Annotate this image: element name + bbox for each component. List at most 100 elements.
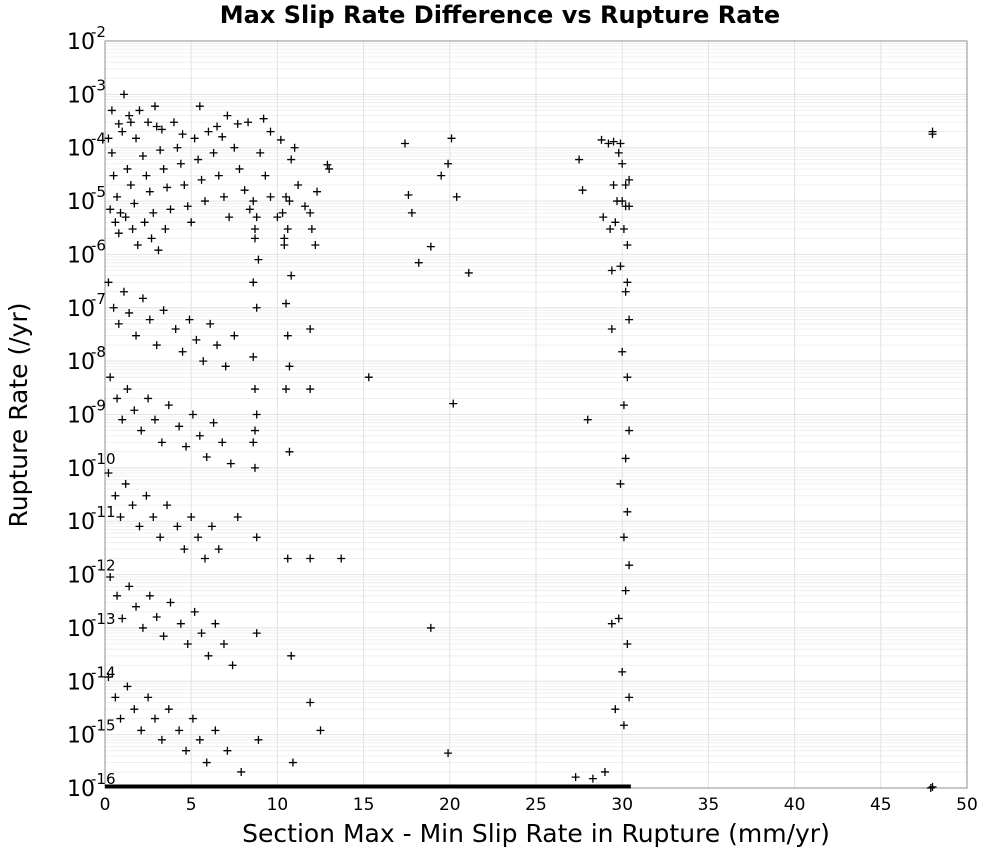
data-point [588,774,597,783]
data-point [282,299,291,308]
data-point [188,410,197,419]
data-point [104,469,113,478]
data-point [180,181,189,190]
data-point [614,614,623,623]
data-point [276,135,285,144]
data-point [926,784,935,792]
data-point [144,693,153,702]
data-point [414,258,423,267]
data-point [164,705,173,714]
data-point [285,362,294,371]
data-point [235,164,244,173]
data-point [152,613,161,622]
data-point [250,234,259,243]
data-point [575,155,584,164]
data-point [194,533,203,542]
data-point [404,190,413,199]
data-point [254,255,263,264]
data-point [175,422,184,431]
x-tick-label: 0 [100,795,111,815]
data-point [195,735,204,744]
y-tick-exponent: -4 [91,130,106,148]
data-point [619,224,628,233]
data-point [300,202,309,211]
data-point [213,341,222,350]
data-point [150,102,159,111]
x-tick-label: 5 [186,795,197,815]
data-point [178,130,187,139]
data-point [311,241,320,250]
data-point [140,218,149,227]
data-point [252,629,261,638]
grid [104,40,968,789]
data-point [192,335,201,344]
data-point [283,224,292,233]
data-point [280,241,289,250]
data-point [625,315,634,324]
data-point [623,278,632,287]
y-tick-label: 10 [67,617,95,642]
data-point [618,347,627,356]
data-point [161,224,170,233]
y-tick-label: 10 [67,137,95,162]
y-tick-label: 10 [67,30,95,55]
data-point [159,632,168,641]
data-point [426,623,435,632]
data-point [607,266,616,275]
y-tick-exponent: -7 [91,290,106,308]
data-point [407,208,416,217]
data-point [130,705,139,714]
data-point [145,591,154,600]
data-point [126,118,135,127]
y-tick-exponent: -14 [91,663,116,681]
data-point [121,213,130,222]
y-tick-label: 10 [67,83,95,108]
data-point [114,229,123,238]
data-point [147,234,156,243]
data-point [109,171,118,180]
y-tick-label: 10 [67,243,95,268]
data-point [214,171,223,180]
data-point [287,155,296,164]
data-point [400,139,409,148]
data-point [119,287,128,296]
data-point [364,373,373,382]
data-point [249,278,258,287]
data-point [294,181,303,190]
y-tick-exponent: -2 [91,23,106,41]
data-point [607,325,616,334]
data-point [282,385,291,394]
data-point [619,721,628,730]
data-point [616,262,625,271]
data-point [250,426,259,435]
x-tick-label: 30 [611,795,633,815]
data-point [283,331,292,340]
data-point [123,682,132,691]
y-tick-exponent: -9 [91,397,106,415]
y-tick-exponent: -15 [91,717,116,735]
data-point [306,698,315,707]
data-point [145,187,154,196]
data-point [218,132,227,141]
data-point [106,373,115,382]
data-point [245,205,254,214]
data-point [278,208,287,217]
y-tick-label: 10 [67,404,95,429]
data-point [130,406,139,415]
chart-title: Max Slip Rate Difference vs Rupture Rate [220,1,780,29]
data-point [928,782,937,791]
data-point [621,181,630,190]
data-point [113,394,122,403]
data-point [130,199,139,208]
data-point [230,331,239,340]
data-point [190,607,199,616]
data-point [188,714,197,723]
data-point [113,192,122,201]
data-point [197,175,206,184]
data-point [211,726,220,735]
data-point [173,522,182,531]
data-point [135,522,144,531]
data-point [128,501,137,510]
data-point [118,415,127,424]
